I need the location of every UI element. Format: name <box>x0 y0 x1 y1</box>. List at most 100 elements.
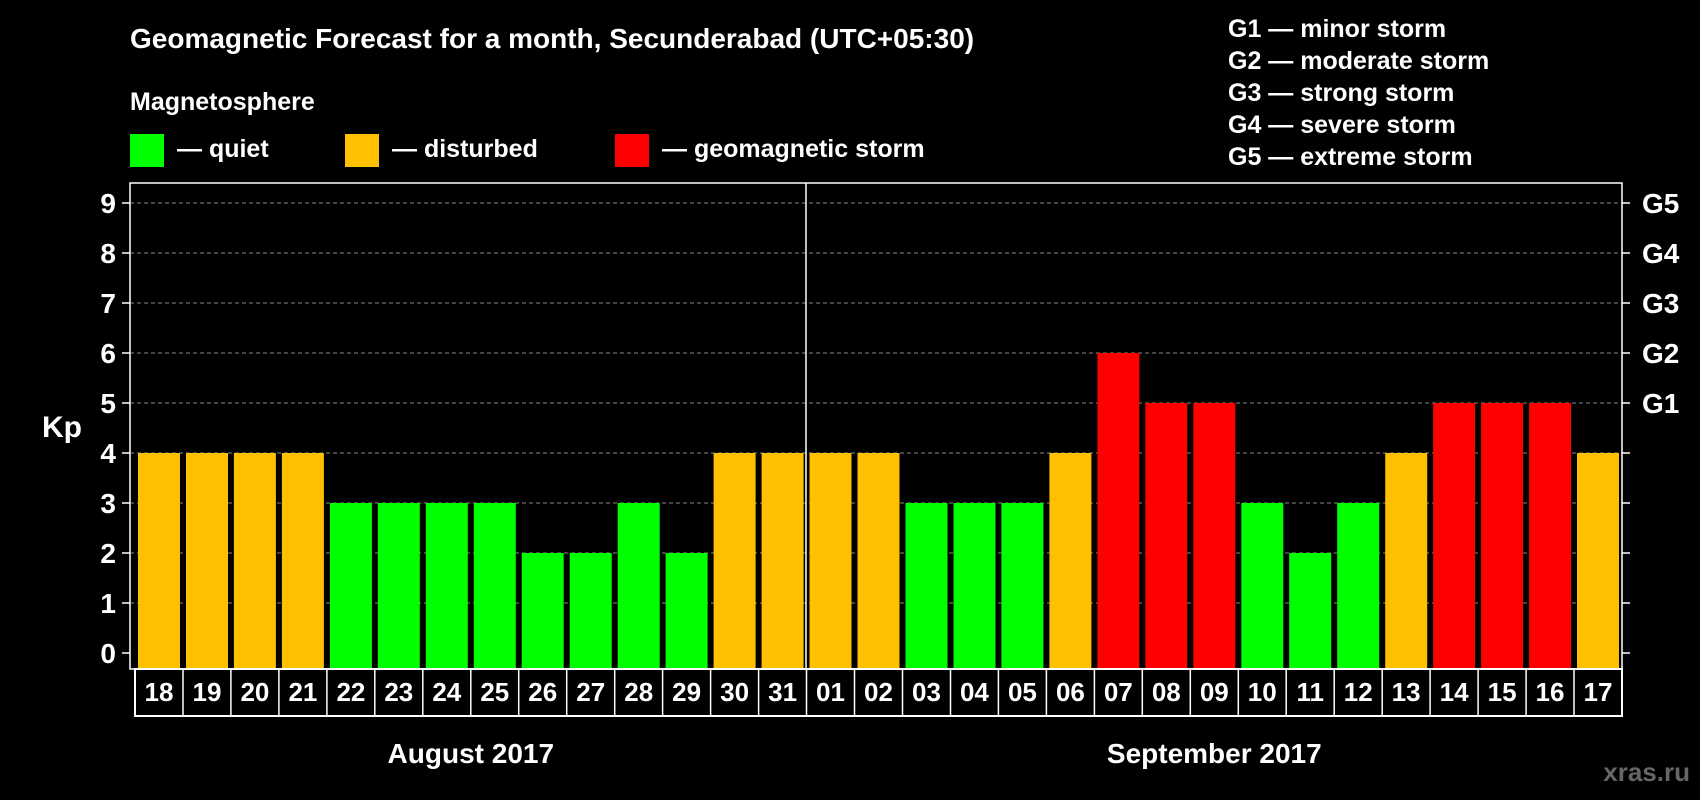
y-tick-label: 9 <box>100 188 116 219</box>
bar-30 <box>713 453 756 669</box>
bar-07 <box>1097 353 1140 669</box>
x-tick-label: 26 <box>528 677 557 707</box>
bar-26 <box>521 553 564 669</box>
storm-scale-item: G2 — moderate storm <box>1228 47 1489 75</box>
x-tick-label: 11 <box>1296 677 1324 707</box>
bar-31 <box>761 453 804 669</box>
bar-27 <box>569 553 612 669</box>
x-tick-label: 23 <box>384 677 413 707</box>
y-tick-label: 0 <box>100 638 116 669</box>
legend: — quiet — disturbed — geomagnetic storm <box>130 134 925 167</box>
x-tick-label: 27 <box>576 677 605 707</box>
x-tick-label: 21 <box>288 677 317 707</box>
right-tick-label: G5 <box>1642 188 1679 219</box>
right-tick-label: G2 <box>1642 338 1679 369</box>
x-tick-label: 18 <box>145 677 174 707</box>
bar-05 <box>1001 503 1044 669</box>
bar-22 <box>329 503 372 669</box>
month-labels: August 2017 September 2017 <box>388 738 1322 769</box>
legend-label-quiet: — quiet <box>177 135 269 163</box>
y-tick-label: 2 <box>100 538 116 569</box>
legend-swatch-quiet <box>130 134 164 167</box>
storm-scale-item: G3 — strong storm <box>1228 79 1454 107</box>
bar-24 <box>425 503 468 669</box>
bar-03 <box>905 503 948 669</box>
x-axis: 18 19 20 21 22 23 24 25 26 27 28 29 30 31 01 02 03 04 05 06… <box>134 668 1623 717</box>
x-tick-label: 28 <box>624 677 653 707</box>
x-tick-label: 03 <box>912 677 941 707</box>
legend-swatch-storm <box>615 134 649 167</box>
y-tick-label: 1 <box>100 588 116 619</box>
y-tick-label: 7 <box>100 288 116 319</box>
chart-title: Geomagnetic Forecast for a month, Secund… <box>130 23 974 54</box>
right-tick-label: G1 <box>1642 388 1679 419</box>
bar-02 <box>857 453 900 669</box>
x-tick-label: 15 <box>1488 677 1517 707</box>
bar-17 <box>1577 453 1619 669</box>
month-label: September 2017 <box>1107 738 1322 769</box>
y-tick-label: 8 <box>100 238 116 269</box>
bar-28 <box>617 503 660 669</box>
x-tick-label: 16 <box>1536 677 1565 707</box>
right-tick-label: G4 <box>1642 238 1680 269</box>
bar-10 <box>1241 503 1284 669</box>
x-tick-label: 02 <box>864 677 893 707</box>
bar-08 <box>1145 403 1188 669</box>
bar-13 <box>1385 453 1428 669</box>
x-tick-label: 08 <box>1152 677 1181 707</box>
bar-06 <box>1049 453 1092 669</box>
storm-scale-item: G5 — extreme storm <box>1228 143 1473 171</box>
bar-18 <box>138 453 180 669</box>
x-axis-frame <box>134 668 1623 717</box>
y-tick-label: 5 <box>100 388 116 419</box>
y-axis: 0 1 2 3 4 5 6 7 8 9 <box>100 188 130 669</box>
x-tick-label: 06 <box>1056 677 1085 707</box>
legend-label-storm: — geomagnetic storm <box>662 135 925 163</box>
storm-scale-item: G1 — minor storm <box>1228 15 1446 43</box>
month-label: August 2017 <box>388 738 555 769</box>
x-tick-label: 14 <box>1440 677 1469 707</box>
bar-25 <box>473 503 516 669</box>
y-tick-label: 6 <box>100 338 116 369</box>
x-tick-label: 29 <box>672 677 701 707</box>
watermark: xras.ru <box>1603 757 1690 787</box>
x-tick-label: 10 <box>1248 677 1277 707</box>
bar-23 <box>377 503 420 669</box>
bar-01 <box>809 453 852 669</box>
x-tick-label: 19 <box>193 677 222 707</box>
x-tick-label: 25 <box>480 677 509 707</box>
y-tick-label: 3 <box>100 488 116 519</box>
y-axis-label: Kp <box>42 411 82 444</box>
x-tick-label: 30 <box>720 677 749 707</box>
x-tick-label: 09 <box>1200 677 1229 707</box>
bar-21 <box>281 453 324 669</box>
bar-15 <box>1481 403 1524 669</box>
legend-title: Magnetosphere <box>130 88 315 116</box>
bar-19 <box>186 453 228 669</box>
x-tick-label: 01 <box>816 677 845 707</box>
x-tick-label: 07 <box>1104 677 1133 707</box>
bar-11 <box>1289 553 1332 669</box>
bar-16 <box>1529 403 1572 669</box>
bar-12 <box>1337 503 1380 669</box>
bar-14 <box>1433 403 1476 669</box>
storm-scale-legend: G1 — minor storm G2 — moderate storm G3 — … <box>1228 15 1489 171</box>
x-tick-label: 17 <box>1584 677 1613 707</box>
x-tick-label: 22 <box>336 677 365 707</box>
x-tick-label: 13 <box>1392 677 1421 707</box>
x-tick-label: 12 <box>1344 677 1373 707</box>
x-tick-label: 31 <box>768 677 797 707</box>
storm-scale-item: G4 — severe storm <box>1228 111 1456 139</box>
legend-label-disturbed: — disturbed <box>392 135 538 163</box>
bar-20 <box>233 453 276 669</box>
bar-04 <box>953 503 996 669</box>
bar-09 <box>1193 403 1236 669</box>
right-axis: G1 G2 G3 G4 G5 <box>1622 188 1680 654</box>
bars <box>138 353 1619 669</box>
x-tick-label: 04 <box>960 677 989 707</box>
y-tick-label: 4 <box>100 438 116 469</box>
x-tick-label: 24 <box>432 677 461 707</box>
bar-29 <box>665 553 708 669</box>
right-tick-label: G3 <box>1642 288 1679 319</box>
